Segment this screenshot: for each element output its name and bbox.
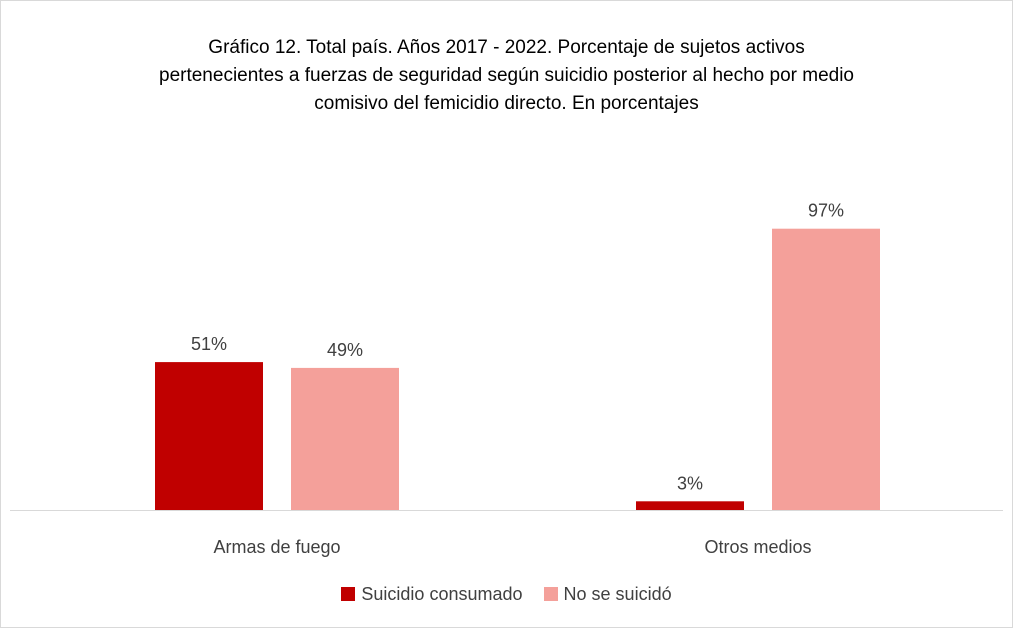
legend-swatch-no-se-suicido	[543, 587, 558, 601]
data-label-suicidio-consumado-armas-de-fuego: 51%	[191, 334, 227, 354]
chart-title-line-1: Gráfico 12. Total país. Años 2017 - 2022…	[208, 37, 805, 58]
category-label-armas-de-fuego: Armas de fuego	[213, 537, 340, 557]
legend-item-suicidio-consumado: Suicidio consumado	[341, 582, 523, 606]
chart-legend: Suicidio consumado No se suicidó	[0, 582, 1013, 606]
data-label-suicidio-consumado-otros-medios: 3%	[677, 473, 703, 493]
legend-item-no-se-suicido: No se suicidó	[543, 582, 672, 606]
bar-suicidio-consumado-otros-medios	[636, 501, 744, 510]
legend-label-suicidio-consumado: Suicidio consumado	[361, 584, 523, 604]
data-label-no-se-suicido-armas-de-fuego: 49%	[327, 340, 363, 360]
data-label-no-se-suicido-otros-medios: 97%	[808, 201, 844, 221]
chart-title-line-2: pertenecientes a fuerzas de seguridad se…	[159, 65, 854, 86]
category-label-otros-medios: Otros medios	[704, 537, 811, 557]
bar-no-se-suicido-armas-de-fuego	[291, 367, 399, 510]
chart-title: Gráfico 12. Total país. Años 2017 - 2022…	[40, 34, 973, 118]
bar-suicidio-consumado-armas-de-fuego	[155, 362, 263, 510]
legend-label-no-se-suicido: No se suicidó	[563, 584, 672, 604]
legend-swatch-suicidio-consumado	[341, 587, 356, 601]
bar-no-se-suicido-otros-medios	[772, 228, 880, 510]
chart-title-line-3: comisivo del femicidio directo. En porce…	[314, 93, 699, 114]
